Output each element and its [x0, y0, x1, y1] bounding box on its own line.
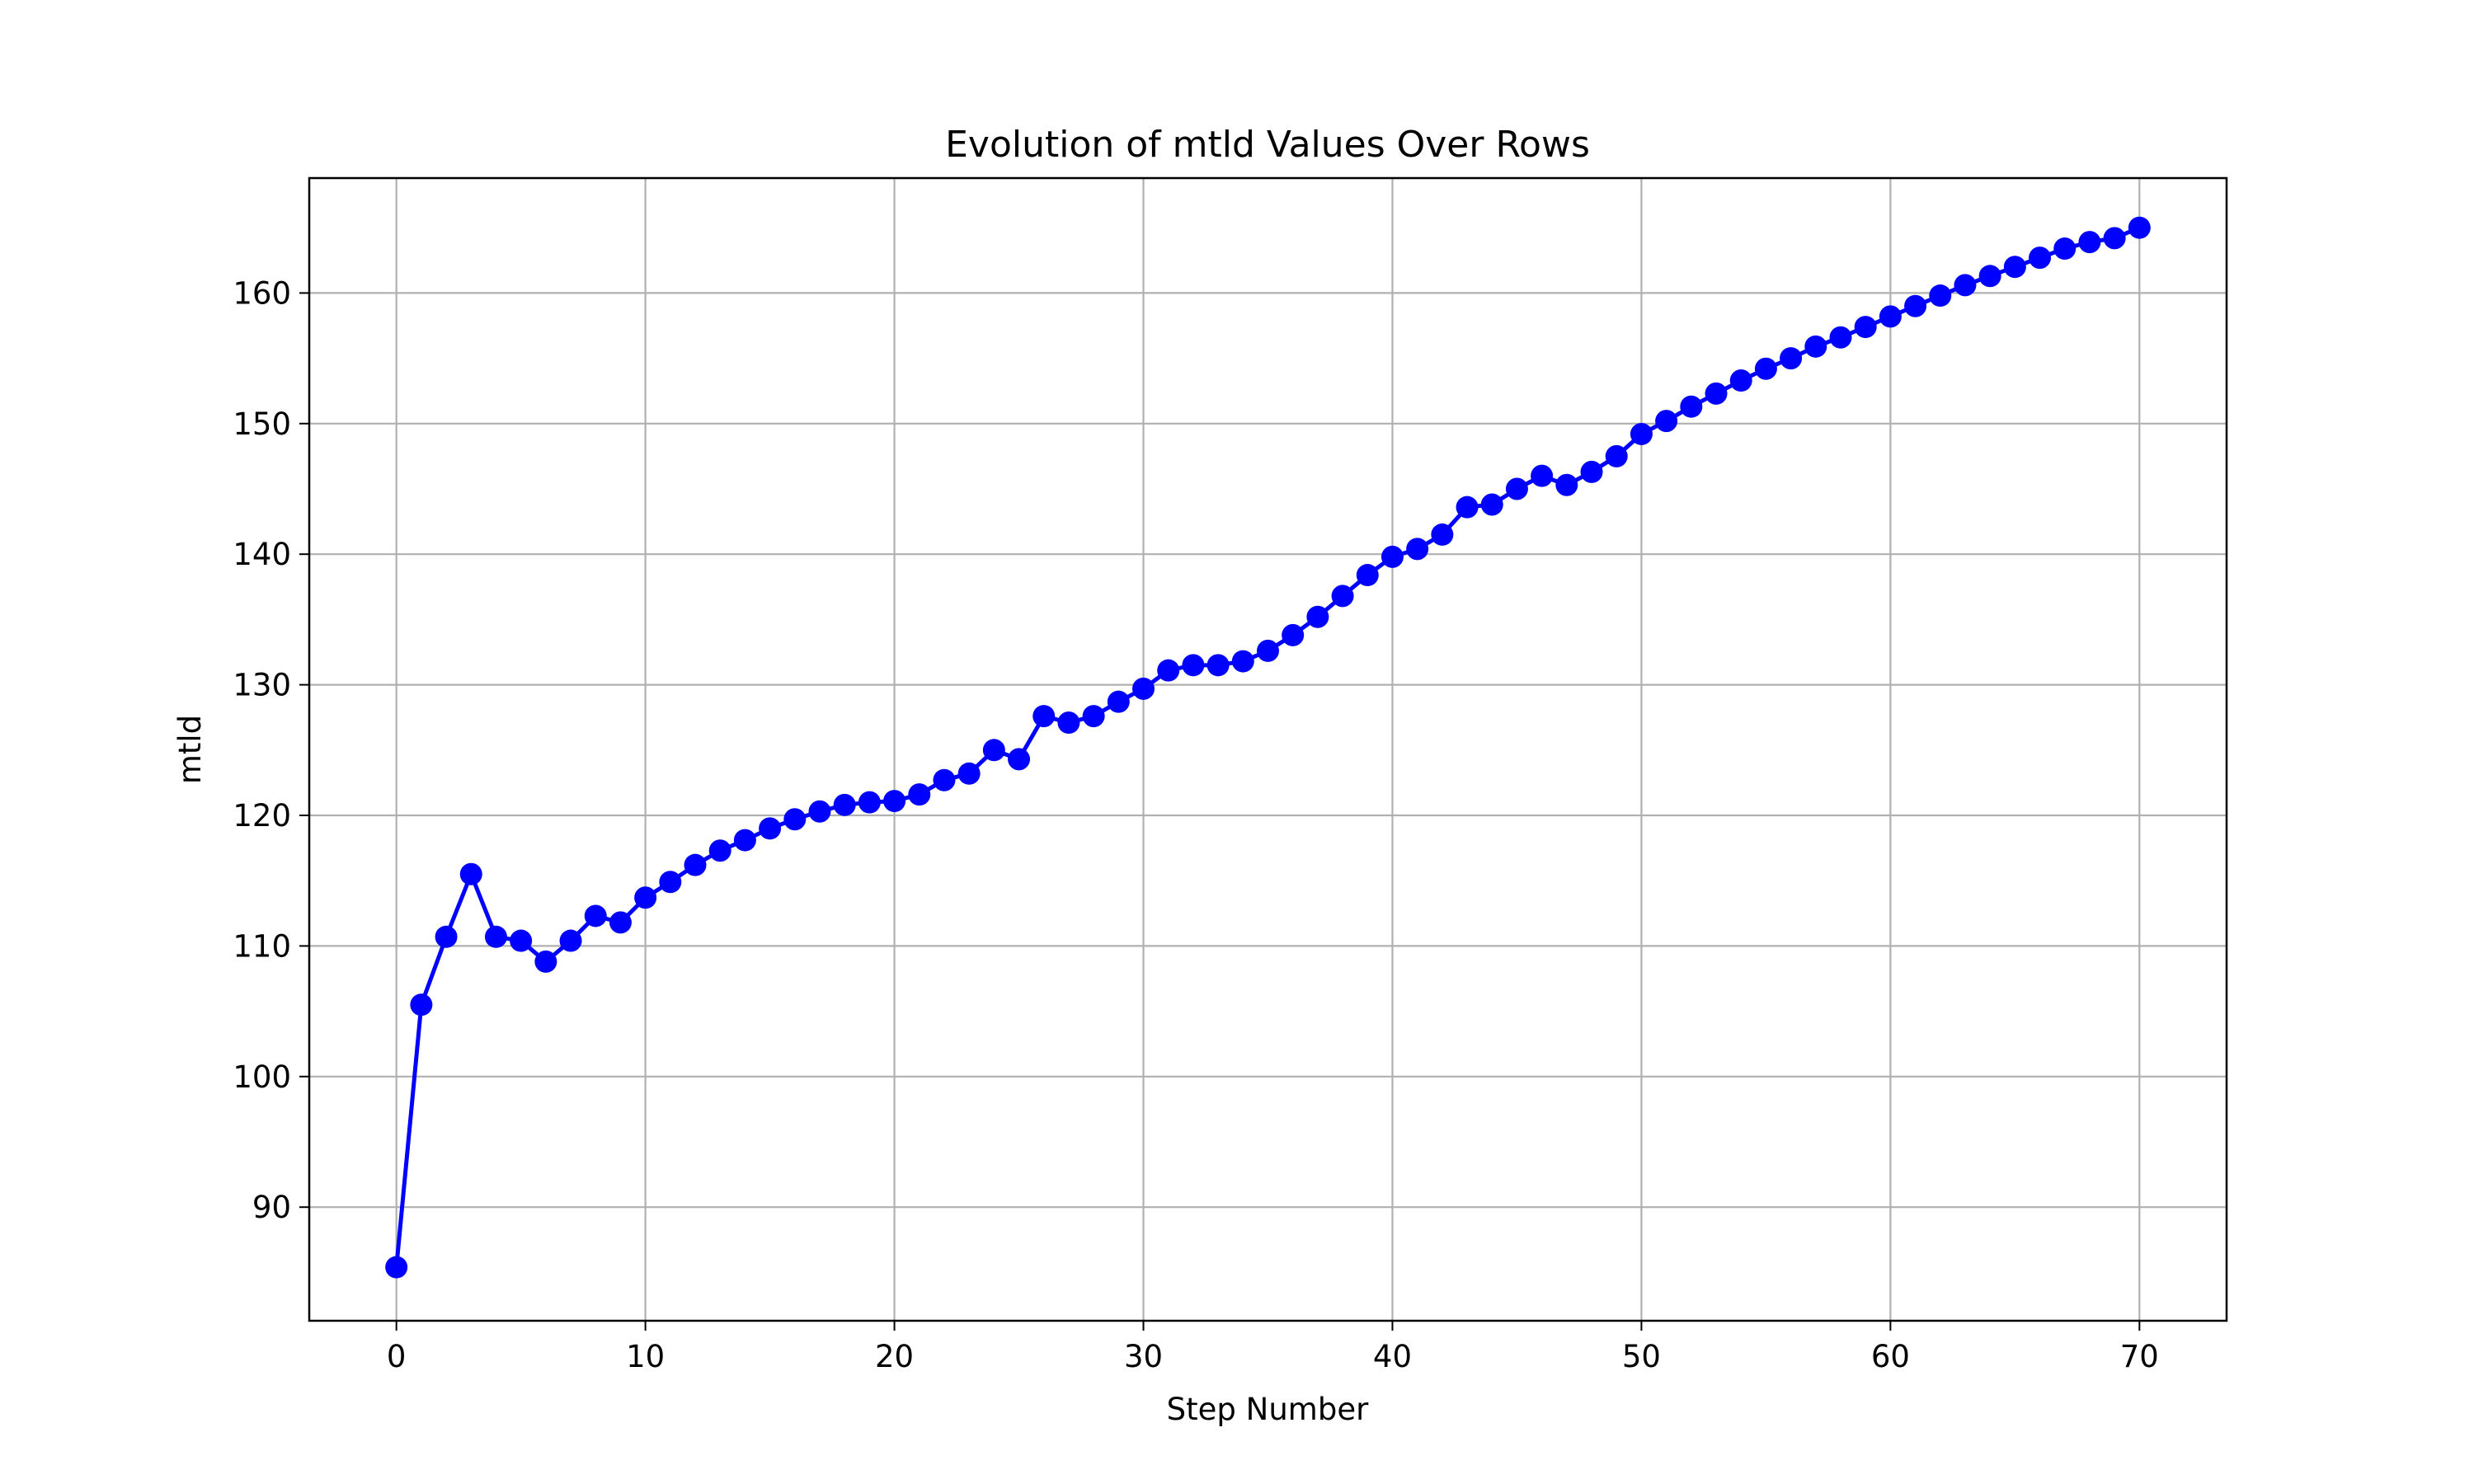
y-tick-label: 160	[233, 275, 291, 311]
data-point	[1505, 477, 1528, 500]
data-point	[659, 871, 682, 894]
y-tick-label: 130	[233, 668, 291, 703]
data-point	[2128, 216, 2151, 239]
data-point	[484, 925, 507, 948]
data-point	[1555, 473, 1578, 496]
data-point	[1206, 654, 1230, 677]
data-point	[459, 862, 482, 885]
data-point	[684, 853, 707, 876]
data-point	[908, 783, 931, 806]
data-point	[858, 791, 881, 814]
data-point	[1231, 650, 1254, 673]
data-point	[1754, 357, 1777, 380]
y-axis-label: mtld	[172, 715, 208, 784]
data-point	[1531, 464, 1554, 487]
data-point	[957, 762, 981, 785]
data-point	[1780, 347, 1803, 370]
data-point	[1978, 265, 2001, 288]
chart-title: Evolution of mtld Values Over Rows	[945, 124, 1590, 166]
data-point	[1132, 677, 1155, 700]
axis-ticks: 0 10 20 30 40 50 60 70 90 100 110 120 130 140 150 160	[233, 275, 2158, 1374]
data-point	[2029, 247, 2052, 270]
data-point	[1331, 585, 1354, 608]
x-tick-label: 20	[875, 1339, 914, 1374]
data-point	[510, 929, 533, 952]
data-point	[1680, 395, 1703, 418]
data-point	[1356, 564, 1379, 587]
data-point	[1182, 654, 1205, 677]
data-point	[2078, 231, 2101, 254]
data-point	[933, 768, 956, 791]
y-tick-label: 110	[233, 928, 291, 964]
data-point	[1157, 659, 1180, 682]
data-point	[1057, 711, 1080, 735]
data-point	[1904, 294, 1927, 317]
data-point	[1705, 382, 1728, 405]
data-point	[1580, 460, 1603, 483]
data-point	[559, 929, 582, 952]
data-point	[708, 839, 731, 862]
data-point	[2003, 256, 2026, 279]
data-point	[808, 800, 831, 823]
data-point	[733, 829, 756, 852]
data-point	[609, 911, 632, 934]
data-point	[833, 793, 856, 816]
data-point	[1406, 538, 1429, 561]
data-point	[1854, 316, 1877, 339]
data-point	[1380, 545, 1404, 568]
x-tick-label: 30	[1124, 1339, 1163, 1374]
y-tick-label: 150	[233, 406, 291, 442]
data-point	[1655, 410, 1678, 433]
data-point	[1456, 495, 1479, 519]
data-point	[534, 950, 557, 973]
data-point	[1306, 605, 1329, 628]
x-tick-label: 0	[387, 1339, 407, 1374]
series-layer	[385, 216, 2151, 1279]
data-point	[783, 808, 807, 831]
y-tick-label: 100	[233, 1059, 291, 1095]
x-tick-label: 70	[2120, 1339, 2159, 1374]
data-point	[1431, 523, 1454, 546]
data-point	[1954, 274, 1977, 297]
data-point	[435, 925, 458, 948]
data-point	[1008, 748, 1031, 771]
data-point	[1929, 284, 1952, 308]
data-point	[1630, 422, 1653, 445]
data-point	[1082, 705, 1105, 728]
data-point	[410, 993, 433, 1017]
data-point	[1829, 326, 1852, 349]
data-point	[1107, 690, 1130, 713]
data-point	[1257, 639, 1279, 662]
data-point	[2053, 237, 2077, 261]
data-point	[1282, 623, 1305, 646]
y-tick-label: 90	[252, 1190, 291, 1225]
data-point	[1879, 305, 1902, 328]
y-tick-label: 120	[233, 798, 291, 834]
data-point	[982, 739, 1005, 762]
data-point	[584, 904, 607, 928]
data-point	[759, 817, 782, 840]
x-tick-label: 50	[1622, 1339, 1661, 1374]
x-tick-label: 10	[626, 1339, 665, 1374]
data-point	[2103, 227, 2126, 250]
data-point	[1804, 335, 1827, 358]
data-point	[1480, 493, 1503, 516]
x-axis-label: Step Number	[1167, 1392, 1369, 1427]
data-point	[1032, 705, 1056, 728]
x-tick-label: 40	[1373, 1339, 1412, 1374]
data-point	[385, 1256, 408, 1279]
data-point	[1729, 369, 1752, 392]
x-tick-label: 60	[1871, 1339, 1910, 1374]
data-point	[634, 886, 657, 909]
grid-lines	[309, 178, 2227, 1321]
y-tick-label: 140	[233, 537, 291, 572]
data-point	[883, 790, 906, 813]
data-point	[1605, 444, 1628, 467]
plot-frame	[308, 176, 2228, 1322]
